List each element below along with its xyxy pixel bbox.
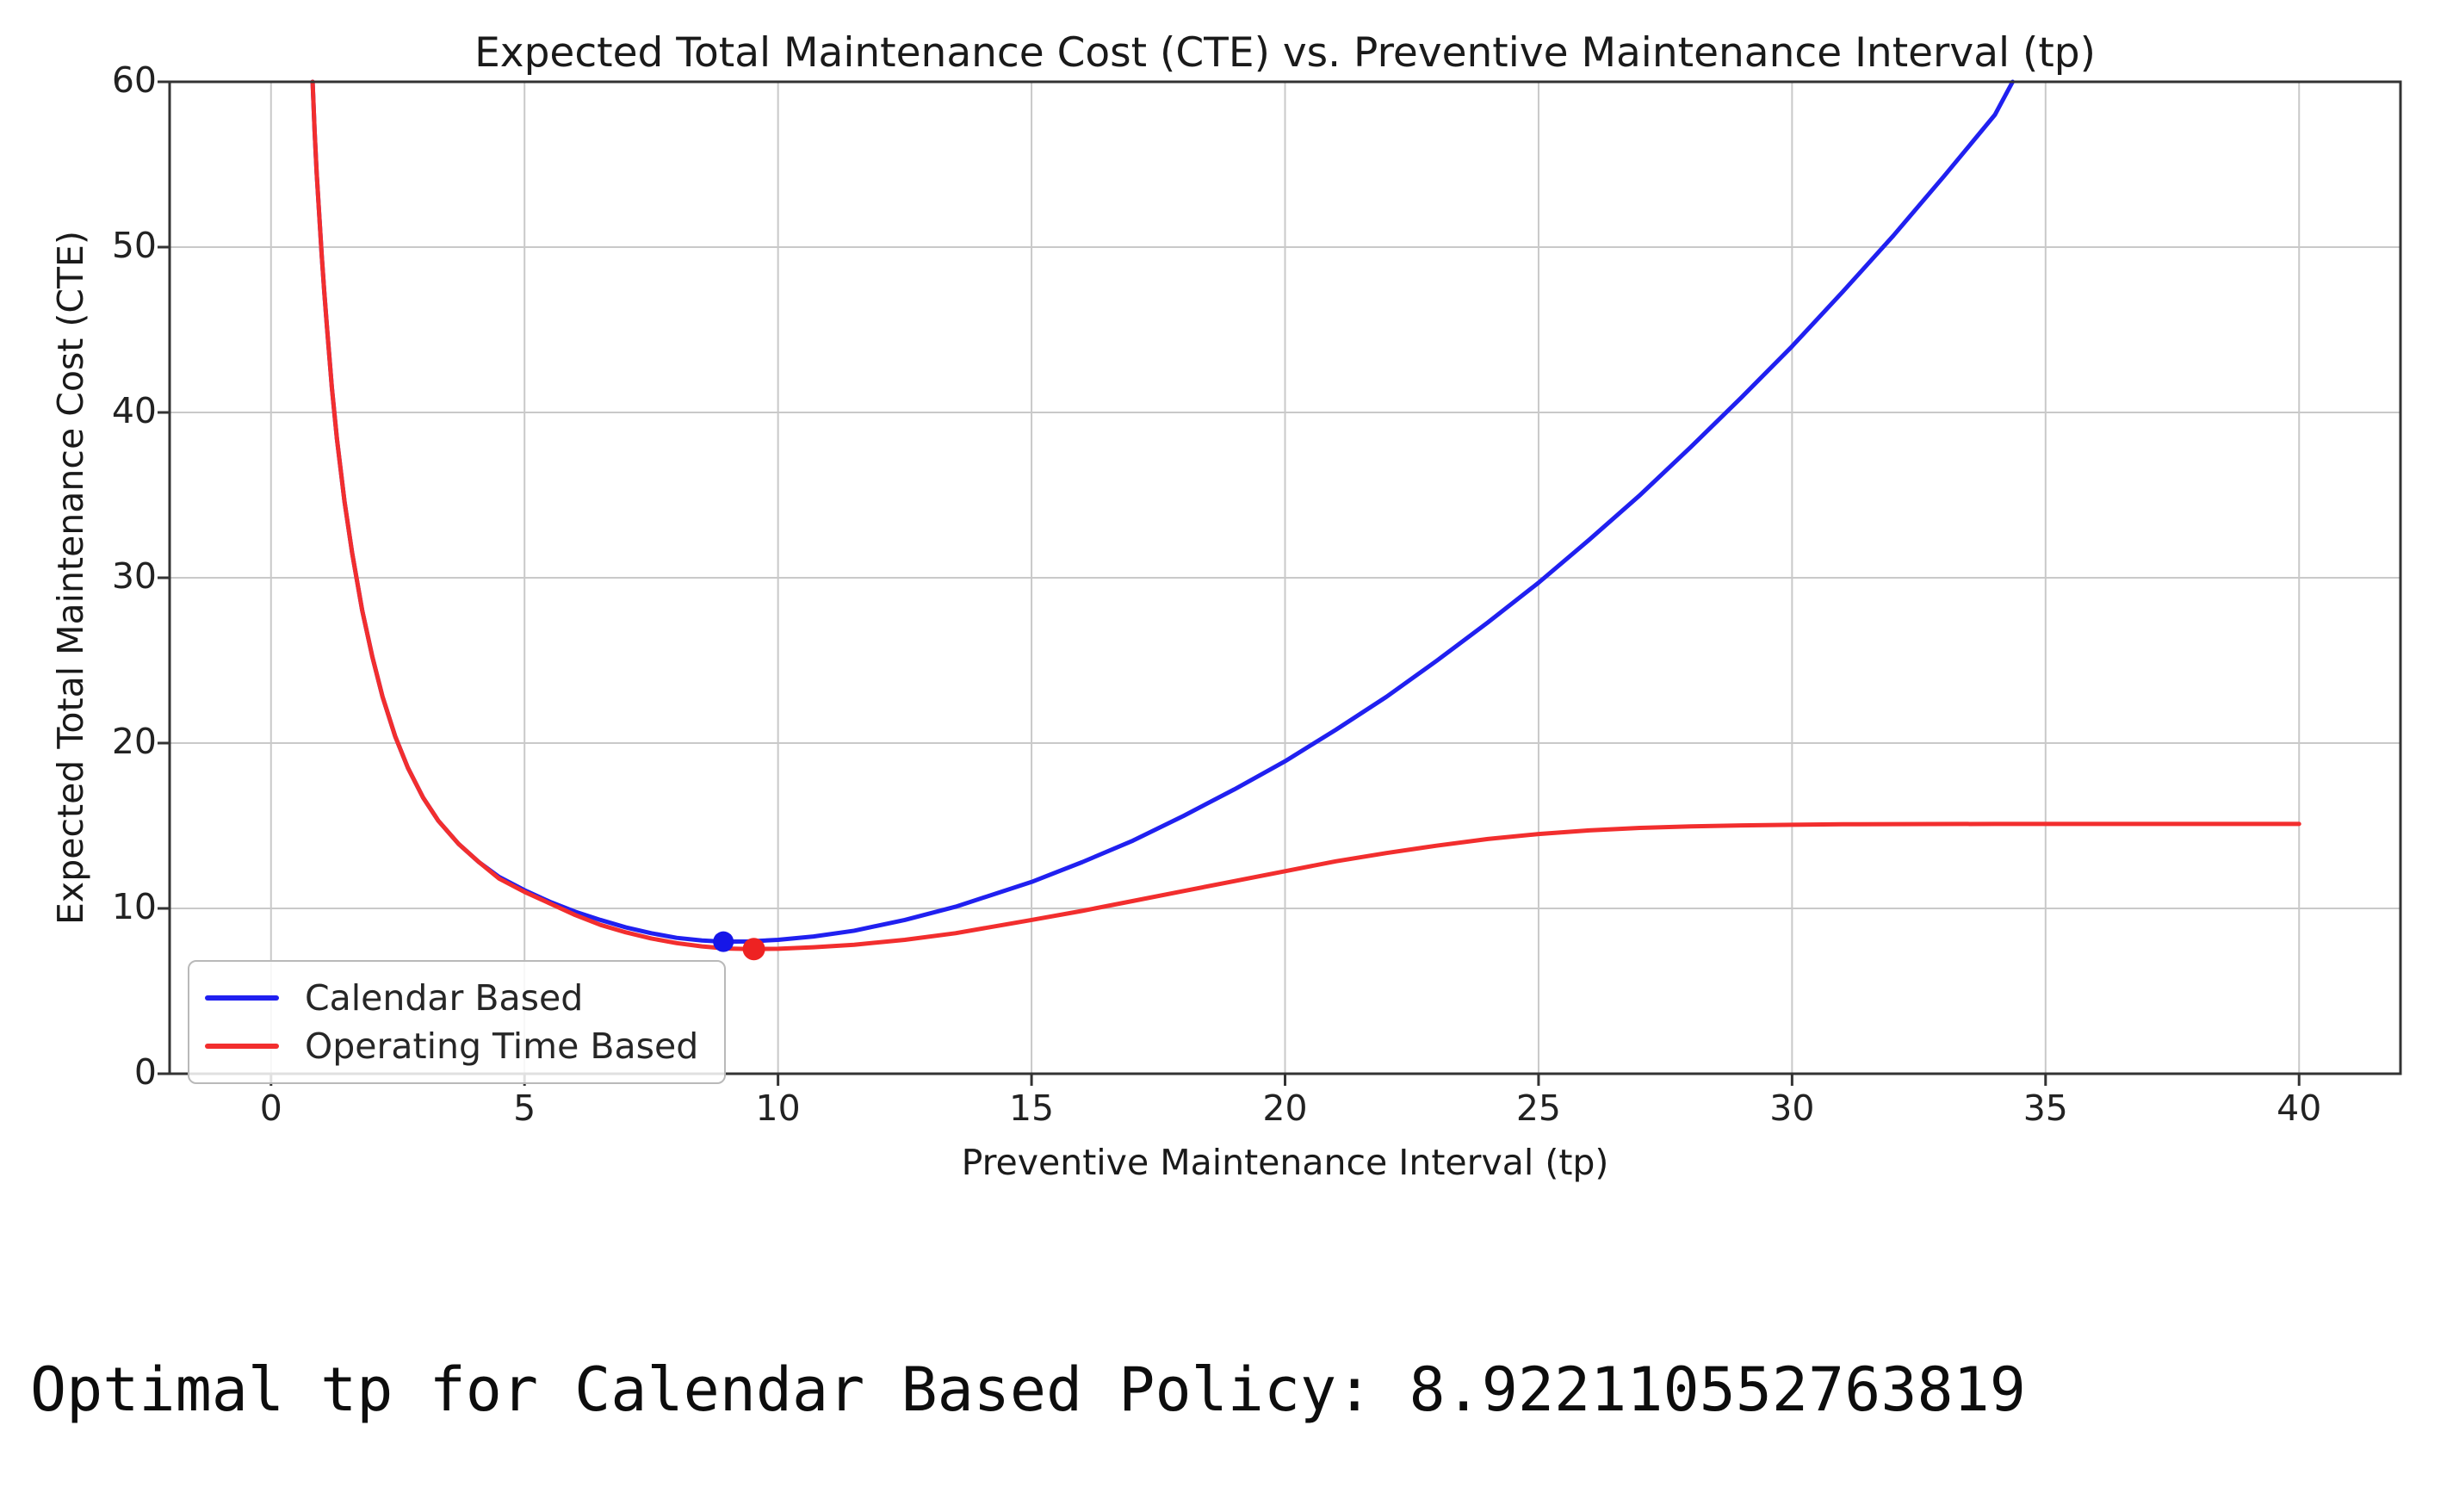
legend-label: Operating Time Based (305, 1026, 699, 1067)
y-tick-label: 50 (111, 225, 157, 266)
x-axis-label: Preventive Maintenance Interval (tp) (961, 1142, 1609, 1183)
x-tick-label: 35 (2022, 1088, 2068, 1129)
chart-figure: Expected Total Maintenance Cost (CTE) vs… (50, 29, 2402, 1183)
legend-swatch-calendar-based (205, 995, 279, 1001)
legend-swatch-operating-time-based (205, 1044, 279, 1049)
legend-item-operating-time-based: Operating Time Based (205, 1022, 698, 1070)
y-tick-label: 60 (111, 59, 157, 101)
curve-calendar-based (310, 79, 2016, 945)
y-tick-label: 10 (111, 886, 157, 927)
x-tick-label: 0 (259, 1088, 282, 1129)
plot-canvas (158, 79, 2402, 1086)
y-tick-label: 0 (133, 1051, 157, 1093)
legend-label: Calendar Based (305, 977, 584, 1019)
min-point-marker (742, 938, 765, 961)
x-tick-label: 5 (513, 1088, 536, 1129)
legend-item-calendar-based: Calendar Based (205, 974, 698, 1022)
y-tick-label: 30 (111, 555, 157, 597)
x-tick-label: 40 (2276, 1088, 2322, 1129)
y-tick-label: 40 (111, 390, 157, 431)
chart-title: Expected Total Maintenance Cost (CTE) vs… (474, 29, 2096, 77)
console-output: Optimal tp for Calendar Based Policy: 8.… (30, 1237, 2280, 1512)
curve-operating-time-based (310, 79, 2301, 951)
plot-border (168, 80, 2402, 1075)
x-tick-label: 20 (1262, 1088, 1308, 1129)
console-line: Optimal tp for Calendar Based Policy: 8.… (30, 1354, 2026, 1425)
y-tick-label: 20 (111, 721, 157, 762)
plot-area: Calendar Based Operating Time Based (158, 79, 2402, 1086)
x-tick-label: 30 (1769, 1088, 1815, 1129)
legend: Calendar Based Operating Time Based (188, 960, 727, 1084)
x-tick-label: 10 (755, 1088, 801, 1129)
min-point-marker (713, 931, 734, 952)
x-tick-label: 15 (1008, 1088, 1055, 1129)
x-tick-label: 25 (1515, 1088, 1561, 1129)
